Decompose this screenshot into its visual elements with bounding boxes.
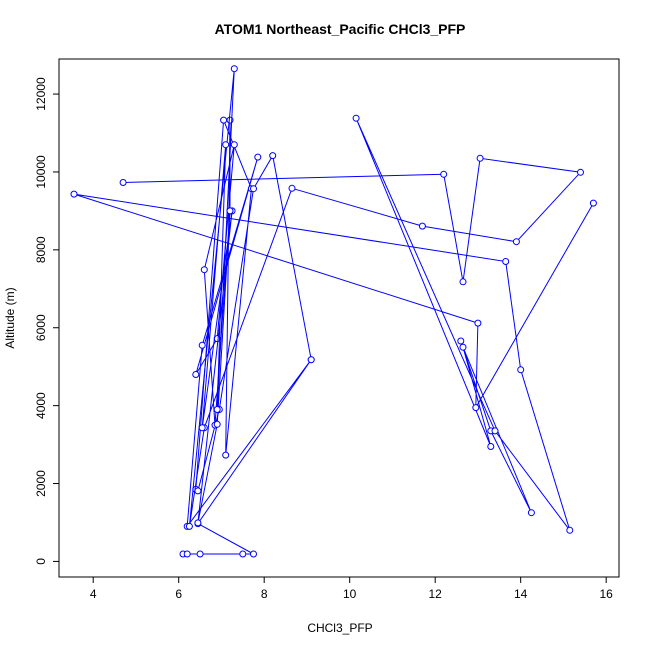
data-point	[220, 116, 228, 124]
data-point	[491, 427, 499, 435]
series-layer	[70, 65, 597, 558]
data-point	[230, 141, 238, 149]
data-point	[418, 222, 426, 230]
data-point	[250, 550, 257, 558]
chart-title: ATOM1 Northeast_Pacific CHCl3_PFP	[215, 21, 466, 37]
x-tick-label: 4	[90, 587, 97, 601]
series-line	[123, 68, 582, 527]
y-axis: 0 2000 4000 6000 8000 10000 12000	[34, 77, 60, 565]
data-point	[474, 319, 482, 327]
data-point	[194, 519, 202, 527]
data-point	[200, 266, 208, 274]
x-tick-label: 16	[599, 587, 613, 601]
data-point	[70, 190, 78, 198]
data-point	[222, 451, 230, 459]
data-point	[512, 238, 520, 246]
data-point	[457, 337, 465, 345]
data-point	[472, 404, 480, 412]
data-point	[288, 184, 296, 192]
data-point	[307, 356, 315, 364]
data-point	[440, 170, 448, 178]
data-point	[198, 341, 206, 349]
data-point	[566, 526, 574, 534]
y-tick-label: 4000	[34, 392, 48, 419]
x-axis: 4 6 8 10 12 14 16	[90, 576, 613, 601]
data-point	[459, 343, 467, 351]
data-point	[589, 199, 597, 207]
y-tick-label: 10000	[34, 155, 48, 189]
data-point	[230, 65, 238, 73]
data-point	[476, 154, 484, 162]
data-point	[226, 207, 234, 215]
series-2	[70, 114, 597, 534]
series-line	[73, 117, 594, 531]
data-point	[527, 509, 535, 517]
y-tick-label: 0	[34, 558, 48, 565]
x-axis-label: CHCl3_PFP	[307, 621, 372, 635]
y-tick-label: 2000	[34, 470, 48, 497]
data-point	[239, 550, 247, 558]
x-tick-label: 10	[343, 587, 357, 601]
y-tick-label: 12000	[34, 77, 48, 111]
data-point	[185, 522, 193, 530]
data-point	[192, 371, 200, 378]
data-point	[194, 487, 202, 495]
data-point	[213, 406, 221, 413]
y-tick-label: 8000	[34, 236, 48, 263]
data-point	[502, 258, 510, 265]
x-tick-label: 8	[261, 587, 268, 601]
data-point	[183, 550, 191, 558]
data-point	[250, 185, 257, 193]
data-point	[517, 366, 525, 374]
data-point	[198, 424, 206, 432]
data-point	[459, 278, 467, 286]
data-point	[352, 114, 360, 122]
data-point	[119, 179, 127, 186]
x-tick-label: 12	[429, 587, 443, 601]
data-point	[196, 550, 204, 558]
series-1	[179, 116, 315, 558]
data-point	[269, 152, 277, 160]
y-axis-label: Altitude (m)	[3, 287, 17, 348]
plot-frame	[58, 58, 620, 578]
data-point	[222, 141, 230, 149]
x-tick-label: 6	[175, 587, 182, 601]
x-tick-label: 14	[514, 587, 528, 601]
y-tick-label: 6000	[34, 314, 48, 341]
series-3	[119, 65, 584, 530]
data-point	[577, 168, 584, 176]
data-point	[487, 443, 495, 450]
data-point	[213, 420, 221, 428]
data-point	[254, 153, 262, 161]
